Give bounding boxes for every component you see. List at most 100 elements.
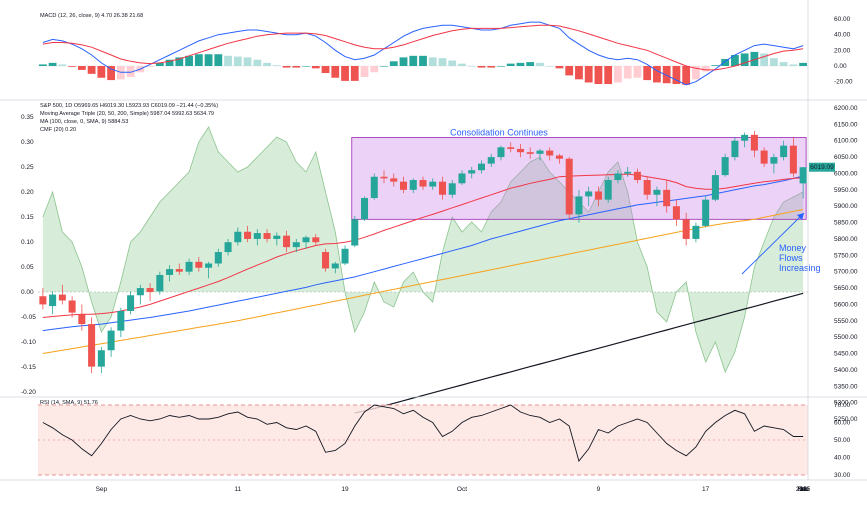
macd-legend: MACD (12, 26, close, 9) 4.70 26.38 21.68: [40, 13, 143, 19]
candle-body: [429, 181, 437, 187]
price-axis-tick-label: 5800.00: [834, 236, 858, 243]
macd-histogram-bar: [526, 62, 535, 66]
price-axis-tick-label: 5950.00: [834, 187, 858, 194]
cmf-axis-tick-label: 0.25: [21, 164, 34, 171]
candle-body: [653, 189, 661, 195]
candle-body: [585, 191, 593, 197]
macd-pane: [38, 21, 808, 86]
macd-histogram-bar: [77, 66, 86, 70]
time-axis-label: 19: [341, 486, 349, 493]
price-axis-tick-label: 5750.00: [834, 252, 858, 259]
macd-histogram-bar: [409, 55, 418, 66]
candle-body: [166, 269, 174, 275]
macd-histogram-bar: [214, 54, 223, 66]
candle-body: [468, 170, 476, 174]
macd-histogram-bar: [282, 66, 291, 68]
rsi-line: [42, 404, 804, 462]
macd-histogram-bar: [311, 66, 320, 69]
candle-body: [633, 171, 641, 181]
cmf-axis-tick-label: 0.15: [21, 214, 34, 221]
macd-line: [42, 21, 804, 86]
candle-body: [458, 173, 466, 184]
rsi-axis-tick-label: 60.00: [834, 420, 851, 427]
macd-histogram-bar: [321, 66, 330, 74]
candle-body: [39, 296, 47, 305]
macd-histogram-bar: [428, 57, 437, 66]
candle-body: [624, 171, 632, 174]
candle-body: [107, 330, 115, 351]
macd-histogram-bar: [536, 62, 544, 66]
macd-histogram-bar: [692, 66, 700, 80]
candle-body: [399, 181, 408, 190]
candle-body: [361, 198, 369, 220]
candle-body: [614, 173, 622, 181]
candle-body: [88, 324, 96, 367]
price-axis-tick-label: 5700.00: [834, 269, 858, 276]
candle-body: [156, 274, 164, 292]
candle-body: [692, 225, 700, 239]
candle-body: [565, 158, 573, 215]
macd-histogram-bar: [204, 54, 213, 66]
candle-body: [253, 233, 261, 239]
price-axis-tick-label: 6100.00: [834, 138, 858, 145]
candle-body: [741, 134, 749, 141]
price-axis-tick-label: 5550.00: [834, 318, 858, 325]
money-flow-label-2: Flows: [779, 253, 803, 263]
macd-histogram-bar: [643, 66, 652, 81]
candle-body: [185, 261, 193, 272]
macd-histogram-bar: [438, 58, 447, 66]
rsi-axis-tick-label: 30.00: [834, 472, 851, 479]
price-axis-tick-label: 5600.00: [834, 301, 858, 308]
money-flow-label-3: Increasing: [779, 263, 821, 273]
rsi-axis-tick-label: 50.00: [834, 437, 851, 444]
macd-histogram-bar: [68, 66, 77, 67]
candle-body: [331, 263, 339, 269]
candle-body: [546, 150, 554, 156]
macd-histogram-bar: [682, 66, 691, 85]
macd-histogram-bar: [750, 51, 759, 66]
macd-histogram-bar: [253, 59, 262, 66]
cmf-axis-tick-label: 0.00: [21, 289, 34, 296]
price-axis-tick-label: 5650.00: [834, 285, 858, 292]
cmf-axis-tick-label: -0.15: [21, 364, 36, 371]
candle-body: [146, 288, 154, 292]
rsi-pane: [38, 404, 808, 476]
candle-body: [214, 252, 222, 264]
macd-histogram-bar: [594, 66, 603, 85]
candle-body: [97, 350, 105, 367]
macd-axis-tick-label: 0.00: [834, 63, 847, 70]
candle-body: [78, 314, 86, 325]
macd-histogram-bar: [789, 64, 798, 66]
macd-histogram-bar: [545, 66, 554, 67]
last-price-tag: [809, 162, 835, 172]
time-axis-label: 9: [597, 486, 601, 493]
cmf-axis-tick-label: -0.05: [21, 314, 36, 321]
cmf-axis-tick-label: 0.20: [21, 189, 34, 196]
price-axis-tick-label: 6000.00: [834, 170, 858, 177]
candle-body: [448, 183, 456, 195]
price-axis-tick-label: 5500.00: [834, 334, 858, 341]
time-axis-label: 13: [800, 486, 808, 493]
symbol-legend: S&P 500, 1D O5969.65 H6019.30 L5923.93 C…: [40, 103, 218, 109]
macd-histogram-bar: [175, 57, 184, 66]
legends: MACD (12, 26, close, 9) 4.70 26.38 21.68…: [40, 13, 218, 406]
macd-histogram-bar: [731, 55, 739, 66]
candle-body: [263, 233, 271, 239]
price-axis-tick-label: 5350.00: [834, 383, 858, 390]
price-axis-tick-label: 6150.00: [834, 121, 858, 128]
cmf-area: [42, 127, 804, 372]
macd-histogram-bar: [467, 66, 476, 67]
macd-histogram-bar: [263, 62, 271, 66]
candle-body: [136, 288, 144, 296]
price-axis-tick-label: 5300.00: [834, 400, 858, 407]
macd-histogram-bar: [58, 64, 67, 66]
last-price-tag-label: 6019.09: [810, 164, 834, 171]
rsi-legend: RSI (14, SMA, 9) 51.76: [40, 400, 98, 406]
macd-histogram-bar: [662, 66, 671, 84]
candle-body: [380, 176, 388, 179]
price-axis-tick-label: 5450.00: [834, 351, 858, 358]
candle-body: [536, 150, 544, 154]
candle-body: [507, 147, 515, 149]
time-axis-label: Nov: [797, 486, 809, 493]
